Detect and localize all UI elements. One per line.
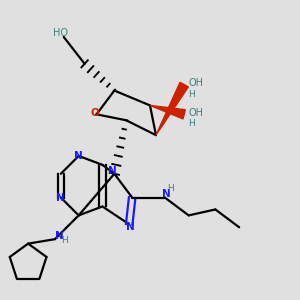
Text: H: H xyxy=(188,119,195,128)
Polygon shape xyxy=(150,105,185,119)
Text: N: N xyxy=(126,222,135,232)
Text: N: N xyxy=(74,151,83,161)
Text: HO: HO xyxy=(53,28,68,38)
Text: N: N xyxy=(56,193,65,202)
Text: H: H xyxy=(167,184,174,193)
Text: OH: OH xyxy=(189,78,204,88)
Text: N: N xyxy=(162,189,171,199)
Text: O: O xyxy=(91,108,99,118)
Text: OH: OH xyxy=(189,108,204,118)
Text: N: N xyxy=(55,231,64,241)
Polygon shape xyxy=(156,82,188,135)
Text: H: H xyxy=(188,90,195,99)
Text: N: N xyxy=(109,167,117,176)
Text: H: H xyxy=(61,236,68,245)
